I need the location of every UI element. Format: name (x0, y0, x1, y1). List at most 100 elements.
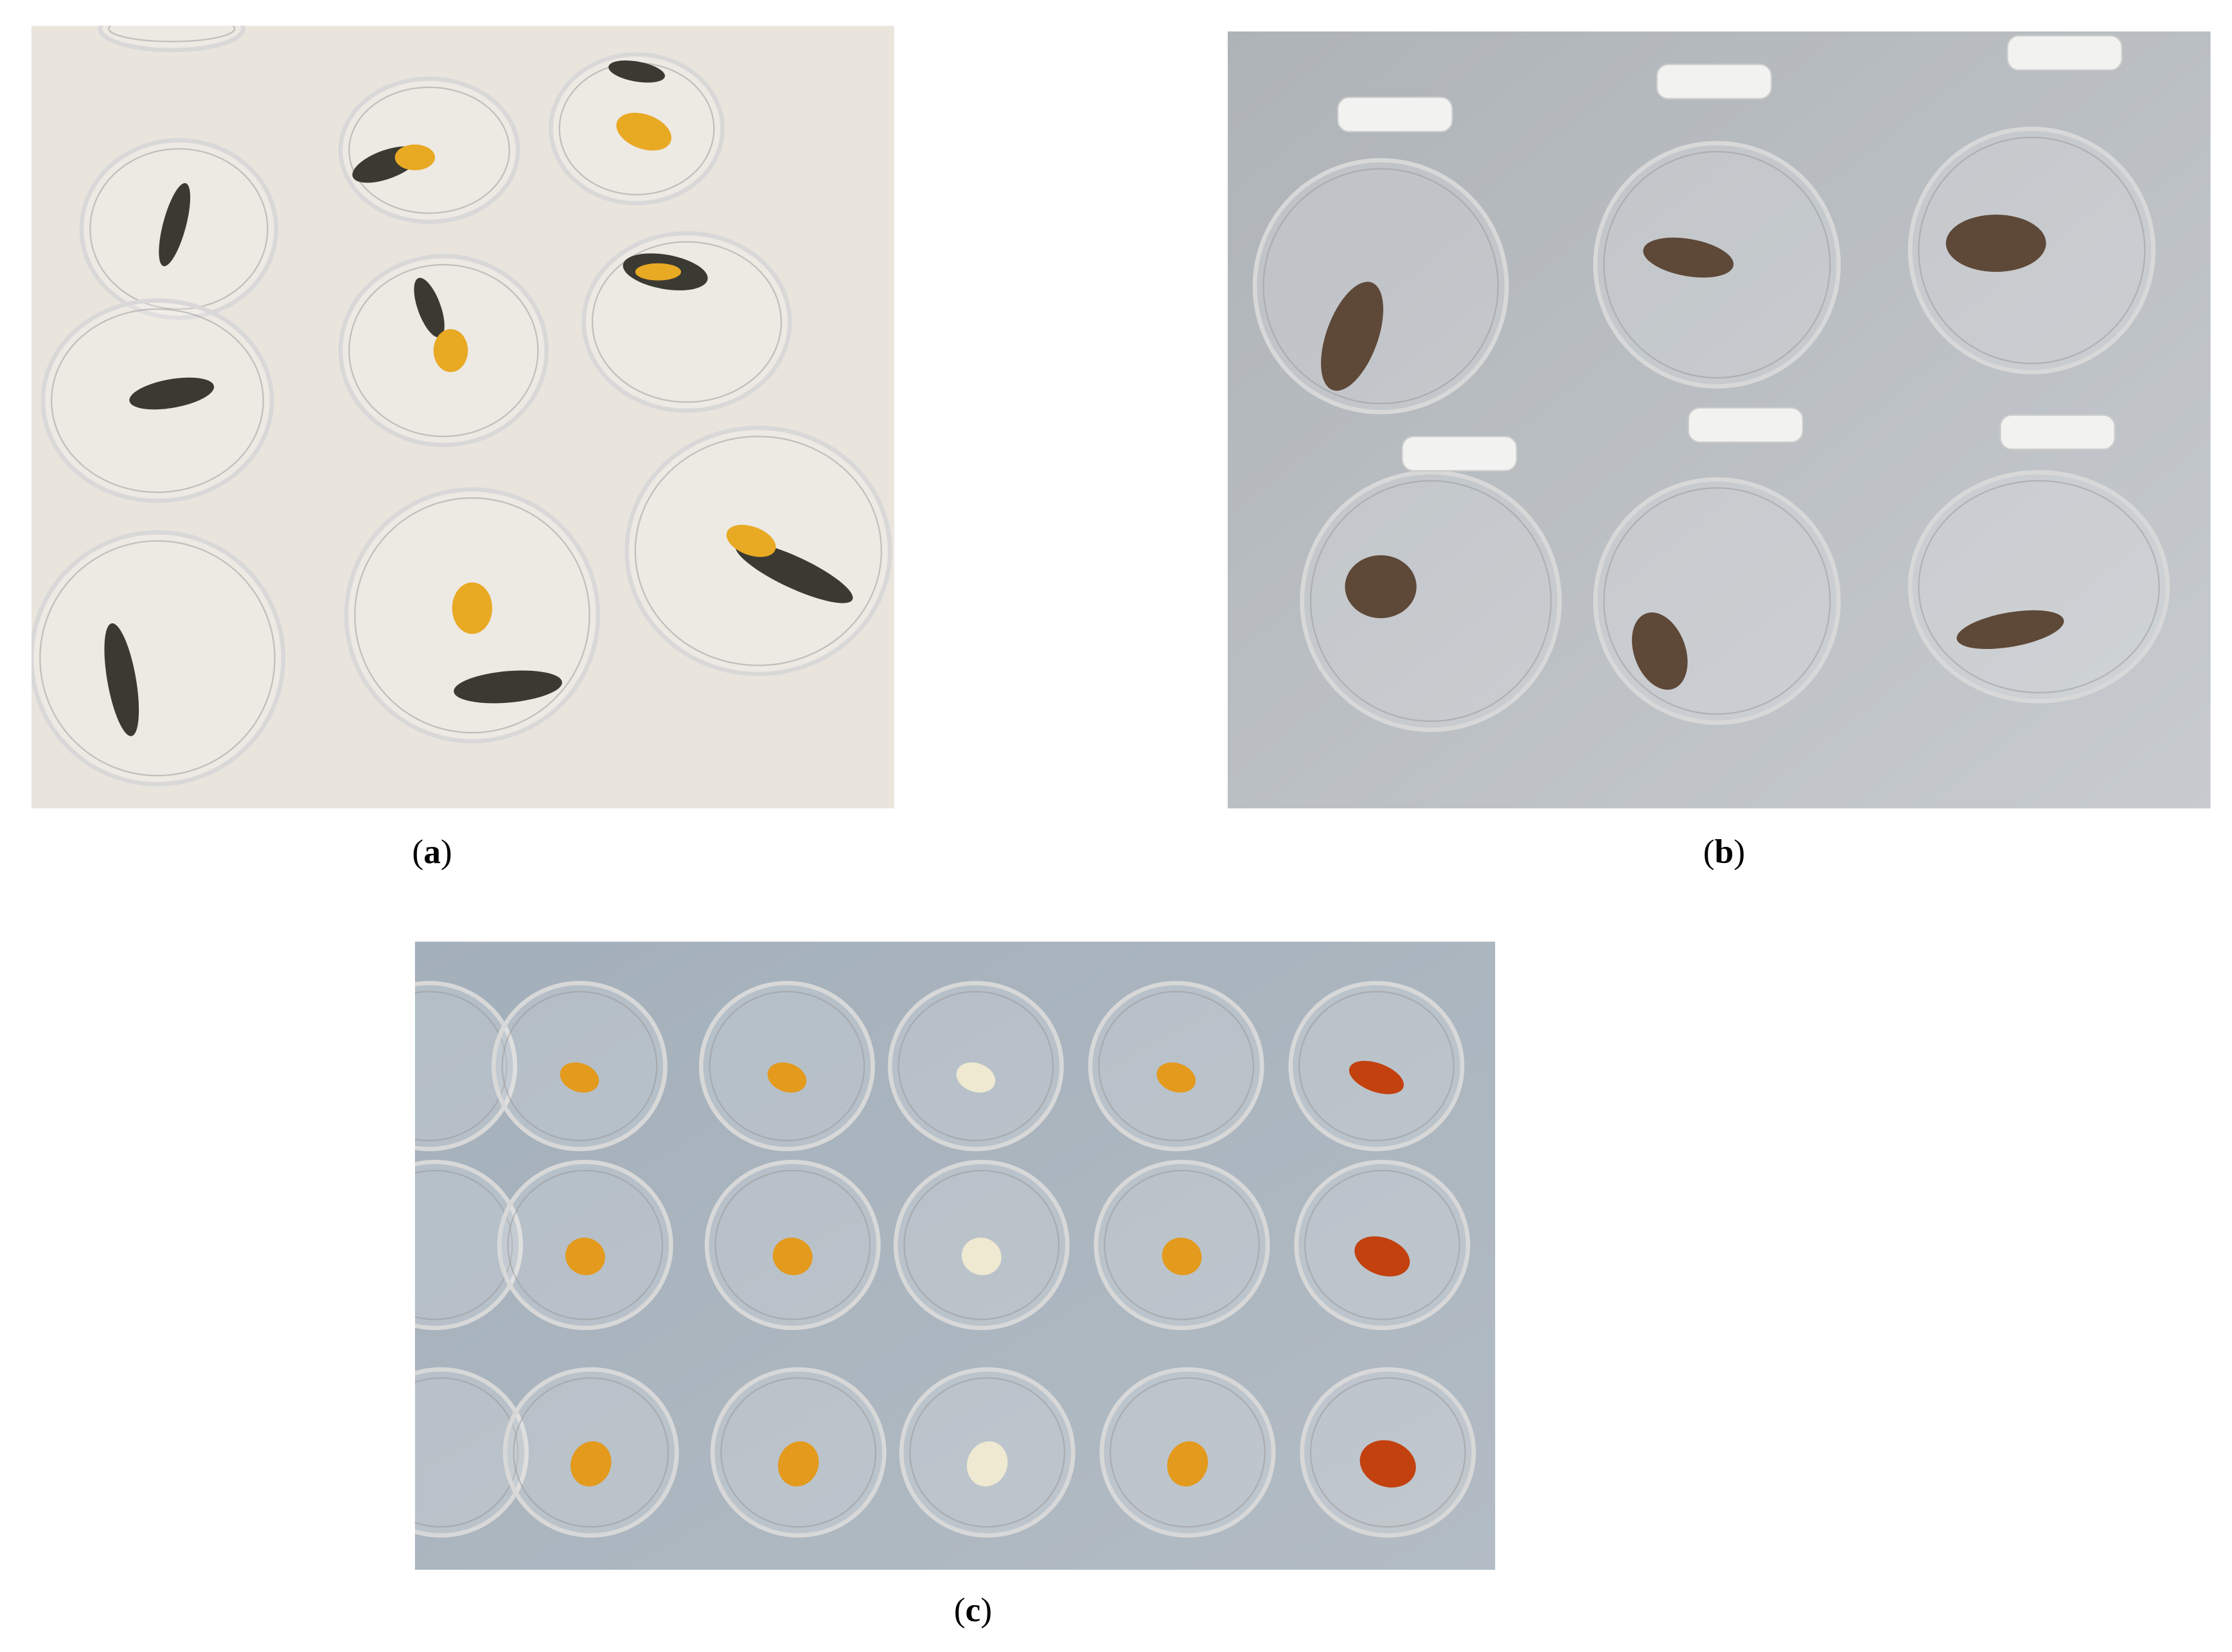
mucus (452, 582, 493, 634)
mucus (956, 1062, 996, 1093)
petri-dish (414, 1367, 529, 1538)
paren: ) (980, 1590, 992, 1629)
petri-dish-rim (591, 241, 783, 403)
mucus (1349, 1061, 1404, 1094)
petri-dish-rim (1298, 991, 1455, 1142)
petri-dish-rim (1304, 1169, 1460, 1320)
mucus (565, 1238, 605, 1275)
mucus (966, 1441, 1008, 1487)
mucus (1354, 1236, 1410, 1277)
petri-dish (581, 231, 792, 413)
petri-dish-rim (1918, 480, 2160, 693)
petri-dish-rim (1104, 1169, 1260, 1320)
petri-dish (31, 530, 286, 786)
paren: ( (1703, 832, 1715, 871)
petri-dish-rim (898, 991, 1054, 1142)
petri-dish (1908, 470, 2170, 704)
mucus (635, 263, 682, 281)
petri-dish-rim (1309, 1377, 1466, 1528)
petri-dish-rim (108, 26, 236, 42)
petri-dish-rim (89, 148, 269, 310)
slug (104, 623, 139, 736)
petri-dish (1300, 470, 1562, 733)
petri-dish-rim (51, 308, 264, 493)
petri-dish-rim (720, 1377, 877, 1528)
mucus (777, 1441, 819, 1487)
mucus (394, 144, 436, 171)
slug (159, 182, 191, 267)
petri-dish-rim (501, 991, 658, 1142)
tube (1999, 414, 2116, 450)
petri-dish (1252, 158, 1509, 414)
mucus (1360, 1440, 1416, 1488)
petri-dish (414, 1160, 523, 1330)
tube (1401, 436, 1518, 472)
slug (414, 278, 445, 338)
petri-dish-rim (634, 436, 882, 666)
petri-dish-rim (414, 1377, 519, 1528)
mucus (616, 112, 671, 151)
panel-label: (c) (954, 1590, 992, 1629)
slug (1632, 612, 1688, 690)
petri-dish-rim (507, 1169, 664, 1320)
petri-dish-rim (1918, 136, 2146, 364)
paren: ) (441, 832, 452, 871)
panel-letter: c (966, 1590, 981, 1629)
slug (1945, 215, 2046, 272)
mucus (726, 524, 776, 557)
mucus (961, 1238, 1002, 1275)
slug (1643, 237, 1734, 278)
mucus (571, 1441, 612, 1487)
tube (1687, 407, 1804, 443)
slug (608, 60, 665, 83)
panel-letter: b (1715, 832, 1734, 871)
photo-background (31, 26, 894, 809)
mucus (772, 1238, 813, 1275)
mucus (433, 329, 468, 373)
tube (2006, 35, 2123, 71)
panel-label: (b) (1703, 832, 1745, 871)
petri-dish-rim (709, 991, 865, 1142)
petri-dish-rim (1110, 1377, 1266, 1528)
panel-label: (a) (412, 832, 452, 871)
petri-dish-rim (714, 1169, 871, 1320)
slug (129, 377, 215, 410)
photo-a (31, 26, 894, 809)
petri-dish-rim (513, 1377, 669, 1528)
slug (1321, 281, 1383, 391)
petri-dish (1593, 477, 1841, 725)
petri-dish-rim (903, 1169, 1060, 1320)
petri-dish-rim (354, 497, 590, 734)
slug (735, 541, 853, 603)
petri-dish-rim (1262, 168, 1499, 405)
paren: ) (1733, 832, 1745, 871)
tube (1656, 64, 1773, 100)
petri-dish-rim (1098, 991, 1254, 1142)
mucus (1167, 1441, 1209, 1487)
mucus (1156, 1062, 1196, 1093)
petri-dish-rim (909, 1377, 1066, 1528)
slug (1345, 555, 1417, 619)
photo-c (414, 941, 1496, 1570)
panel-letter: a (423, 832, 441, 871)
petri-dish-rim (414, 1169, 513, 1320)
paren: ( (954, 1590, 966, 1629)
petri-dish-rim (39, 540, 276, 777)
mucus (767, 1062, 807, 1093)
photo-b (1227, 31, 2211, 809)
mucus (560, 1062, 599, 1093)
petri-dish (414, 981, 518, 1151)
petri-dish-rim (1603, 487, 1831, 715)
petri-dish-rim (414, 991, 508, 1141)
petri-dish-rim (348, 263, 539, 438)
petri-dish-rim (1309, 480, 1552, 722)
petri-dish-rim (348, 86, 510, 214)
figure-layout: (a) (b) (c) (31, 26, 2211, 1629)
petri-dish (98, 26, 245, 53)
mucus (1162, 1238, 1202, 1275)
paren: ( (412, 832, 423, 871)
petri-dish-rim (1603, 150, 1831, 379)
slug (1956, 610, 2064, 650)
